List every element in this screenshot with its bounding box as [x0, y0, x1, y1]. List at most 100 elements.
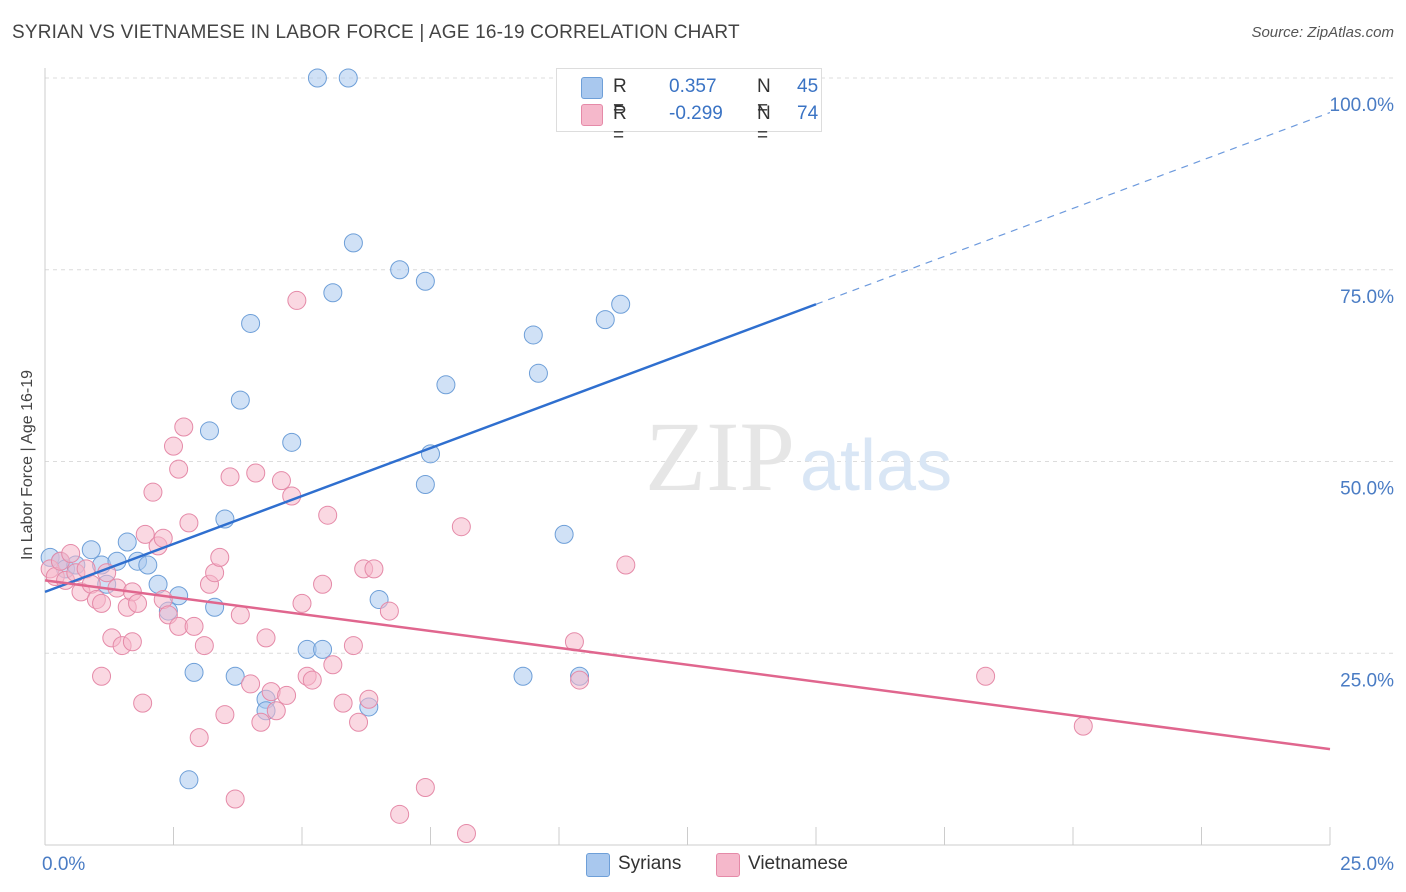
y-tick-label: 25.0% — [1340, 670, 1394, 691]
chart-title: SYRIAN VS VIETNAMESE IN LABOR FORCE | AG… — [12, 22, 740, 43]
data-point-vietnamese — [364, 559, 384, 579]
data-point-vietnamese — [616, 555, 636, 575]
data-point-vietnamese — [61, 544, 81, 564]
watermark-atlas: atlas — [800, 426, 952, 506]
data-point-vietnamese — [379, 601, 399, 621]
data-point-vietnamese — [179, 513, 199, 533]
bottom-legend-label-syrians: Syrians — [618, 853, 682, 874]
data-point-syrians — [523, 325, 543, 345]
legend-r-label: R = — [613, 103, 627, 146]
legend-r-value: -0.299 — [669, 103, 723, 124]
data-point-syrians — [415, 271, 435, 291]
data-point-vietnamese — [390, 804, 410, 824]
trend-line-vietnamese — [44, 579, 1331, 751]
data-point-vietnamese — [92, 593, 112, 613]
data-point-vietnamese — [220, 467, 240, 487]
data-point-syrians — [338, 68, 358, 88]
trend-line-syrians — [44, 303, 817, 594]
data-point-vietnamese — [256, 628, 276, 648]
data-point-vietnamese — [287, 290, 307, 310]
y-tick-label: 75.0% — [1340, 287, 1394, 308]
data-point-syrians — [179, 770, 199, 790]
tick-labels: 25.0% 50.0% 75.0% 100.0% 0.0% 25.0% — [42, 95, 1394, 875]
data-point-syrians — [307, 68, 327, 88]
data-point-vietnamese — [225, 789, 245, 809]
data-point-vietnamese — [451, 517, 471, 537]
trend-line-syrians-projection — [815, 111, 1331, 305]
data-point-vietnamese — [210, 547, 230, 567]
data-point-syrians — [343, 233, 363, 253]
data-point-syrians — [241, 313, 261, 333]
legend-n-value: 45 — [797, 76, 819, 97]
legend-n-label: N = — [757, 103, 771, 146]
data-point-syrians — [282, 432, 302, 452]
legend-r-label: R = — [613, 76, 627, 119]
legend-n-value: 74 — [797, 103, 819, 124]
data-point-syrians — [323, 283, 343, 303]
x-tick-label: 25.0% — [1340, 854, 1394, 875]
trend-lines — [44, 111, 1331, 751]
data-point-vietnamese — [266, 701, 286, 721]
data-point-vietnamese — [277, 685, 297, 705]
data-point-syrians — [81, 540, 101, 560]
data-point-syrians — [225, 666, 245, 686]
data-point-vietnamese — [246, 463, 266, 483]
watermark-zip: ZIP — [645, 401, 795, 512]
data-point-syrians — [415, 475, 435, 495]
data-point-syrians — [390, 260, 410, 280]
data-point-vietnamese — [230, 605, 250, 625]
gridlines — [45, 77, 1394, 654]
data-point-vietnamese — [456, 823, 476, 843]
data-point-syrians — [554, 524, 574, 544]
data-point-vietnamese — [333, 693, 353, 713]
bottom-legend-swatch-vietnamese — [716, 853, 740, 877]
data-point-vietnamese — [302, 670, 322, 690]
data-point-syrians — [595, 310, 615, 330]
data-point-syrians — [184, 662, 204, 682]
data-point-vietnamese — [415, 777, 435, 797]
data-point-vietnamese — [215, 705, 235, 725]
data-point-vietnamese — [92, 666, 112, 686]
data-point-vietnamese — [251, 712, 271, 732]
legend-swatch-syrians — [581, 77, 603, 99]
data-point-vietnamese — [318, 505, 338, 525]
legend-n-label: N = — [757, 76, 771, 119]
axes — [44, 68, 1331, 846]
bottom-legend-vietnamese: Vietnamese — [716, 852, 866, 877]
data-point-vietnamese — [570, 670, 590, 690]
legend-r-value: 0.357 — [669, 76, 717, 97]
y-tick-label: 50.0% — [1340, 479, 1394, 500]
data-point-syrians — [436, 375, 456, 395]
data-point-syrians — [199, 421, 219, 441]
data-point-vietnamese — [143, 482, 163, 502]
data-point-vietnamese — [169, 459, 189, 479]
source-label: Source: ZipAtlas.com — [1251, 24, 1394, 41]
data-point-vietnamese — [184, 616, 204, 636]
data-point-vietnamese — [189, 728, 209, 748]
data-point-vietnamese — [313, 574, 333, 594]
data-point-syrians — [313, 639, 333, 659]
bottom-legend-syrians: Syrians — [586, 852, 696, 877]
data-point-vietnamese — [128, 593, 148, 613]
data-point-syrians — [138, 555, 158, 575]
data-point-vietnamese — [133, 693, 153, 713]
data-point-vietnamese — [359, 689, 379, 709]
data-point-vietnamese — [292, 593, 312, 613]
data-point-vietnamese — [241, 674, 261, 694]
legend-swatch-vietnamese — [581, 104, 603, 126]
data-point-vietnamese — [323, 655, 343, 675]
data-point-vietnamese — [349, 712, 369, 732]
data-point-vietnamese — [174, 417, 194, 437]
data-point-vietnamese — [271, 471, 291, 491]
data-point-vietnamese — [135, 524, 155, 544]
bottom-legend-swatch-syrians — [586, 853, 610, 877]
data-point-syrians — [117, 532, 137, 552]
data-point-syrians — [230, 390, 250, 410]
y-tick-label: 100.0% — [1330, 95, 1395, 116]
data-point-vietnamese — [122, 632, 142, 652]
data-point-vietnamese — [194, 636, 214, 656]
stats-legend: R = 0.357 N = 45 R = -0.299 N = 74 — [556, 68, 822, 146]
data-point-vietnamese — [1073, 716, 1093, 736]
bottom-legend-label-vietnamese: Vietnamese — [748, 853, 848, 874]
